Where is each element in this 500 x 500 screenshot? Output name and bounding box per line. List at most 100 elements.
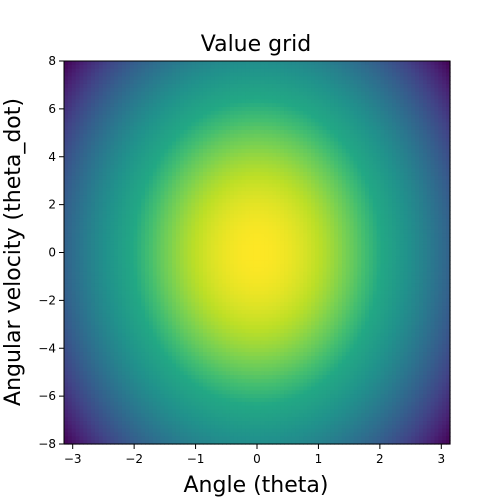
heatmap-cell [87, 321, 92, 326]
heatmap-cell [195, 99, 200, 104]
heatmap-cell [145, 122, 150, 127]
heatmap-cell [91, 321, 96, 326]
heatmap-cell [218, 122, 223, 127]
heatmap-cell [175, 413, 181, 418]
heatmap-cell [71, 83, 77, 89]
heatmap-cell [233, 267, 239, 273]
heatmap-cell [160, 126, 165, 131]
heatmap-cell [106, 175, 111, 181]
heatmap-cell [245, 149, 250, 154]
heatmap-cell [118, 141, 123, 146]
heatmap-cell [75, 298, 81, 303]
heatmap-cell [148, 83, 154, 89]
heatmap-cell [156, 214, 162, 219]
heatmap-cell [179, 137, 185, 143]
heatmap-cell [195, 122, 200, 127]
heatmap-cell [179, 390, 185, 395]
heatmap-cell [229, 198, 235, 204]
heatmap-cell [179, 106, 185, 112]
heatmap-cell [152, 306, 158, 311]
heatmap-cell [87, 149, 92, 154]
heatmap-cell [133, 156, 138, 162]
heatmap-cell [94, 344, 100, 349]
heatmap-cell [179, 440, 185, 445]
heatmap-cell [237, 440, 243, 445]
heatmap-cell [183, 129, 189, 135]
heatmap-cell [148, 179, 154, 185]
heatmap-cell [183, 417, 189, 422]
heatmap-cell [183, 378, 189, 384]
heatmap-cell [199, 386, 204, 391]
heatmap-cell [91, 309, 96, 315]
heatmap-cell [237, 145, 243, 150]
heatmap-cell [133, 417, 138, 422]
heatmap-cell [79, 386, 84, 391]
heatmap-cell [121, 168, 127, 173]
heatmap-cell [75, 378, 81, 384]
heatmap-cell [156, 325, 162, 330]
heatmap-cell [125, 332, 131, 338]
heatmap-cell [175, 398, 181, 403]
heatmap-cell [210, 237, 216, 242]
heatmap-cell [114, 152, 119, 158]
heatmap-cell [110, 191, 115, 196]
heatmap-cell [187, 313, 192, 319]
heatmap-cell [175, 401, 181, 407]
heatmap-cell [210, 244, 216, 250]
heatmap-cell [71, 413, 77, 418]
heatmap-cell [249, 122, 254, 127]
heatmap-cell [145, 210, 150, 215]
heatmap-cell [110, 294, 115, 300]
heatmap-cell [172, 283, 177, 288]
heatmap-cell [129, 409, 135, 414]
heatmap-cell [129, 172, 135, 177]
heatmap-cell [199, 95, 204, 100]
heatmap-cell [75, 355, 81, 361]
heatmap-cell [233, 375, 239, 380]
heatmap-cell [83, 363, 88, 368]
heatmap-cell [199, 137, 204, 143]
heatmap-cell [214, 179, 219, 185]
heatmap-cell [172, 61, 177, 66]
heatmap-cell [64, 141, 69, 146]
heatmap-cell [156, 76, 162, 81]
heatmap-cell [202, 298, 208, 303]
heatmap-cell [141, 61, 146, 66]
heatmap-cell [83, 359, 88, 365]
heatmap-cell [110, 355, 115, 361]
heatmap-cell [168, 401, 173, 407]
heatmap-cell [183, 137, 189, 143]
heatmap-cell [183, 275, 189, 280]
heatmap-cell [214, 149, 219, 154]
heatmap-cell [191, 191, 196, 196]
heatmap-cell [121, 122, 127, 127]
heatmap-cell [199, 313, 204, 319]
heatmap-cell [233, 275, 239, 280]
heatmap-cell [229, 317, 235, 323]
heatmap-cell [152, 283, 158, 288]
heatmap-cell [102, 214, 108, 219]
heatmap-cell [179, 302, 185, 307]
heatmap-cell [249, 229, 254, 234]
heatmap-cell [179, 218, 185, 223]
heatmap-cell [179, 80, 185, 85]
heatmap-cell [148, 294, 154, 300]
heatmap-cell [125, 103, 131, 108]
heatmap-cell [156, 386, 162, 391]
heatmap-cell [148, 133, 154, 139]
heatmap-cell [222, 375, 227, 380]
heatmap-cell [245, 367, 250, 372]
heatmap-cell [164, 214, 169, 219]
heatmap-cell [183, 68, 189, 74]
heatmap-cell [237, 271, 243, 277]
heatmap-cell [94, 290, 100, 296]
heatmap-cell [179, 252, 185, 257]
heatmap-cell [249, 202, 254, 208]
heatmap-cell [191, 294, 196, 300]
heatmap-cell [145, 329, 150, 334]
heatmap-cell [168, 263, 173, 269]
heatmap-cell [102, 286, 108, 292]
heatmap-cell [106, 409, 111, 414]
heatmap-cell [102, 137, 108, 143]
heatmap-cell [129, 99, 135, 104]
